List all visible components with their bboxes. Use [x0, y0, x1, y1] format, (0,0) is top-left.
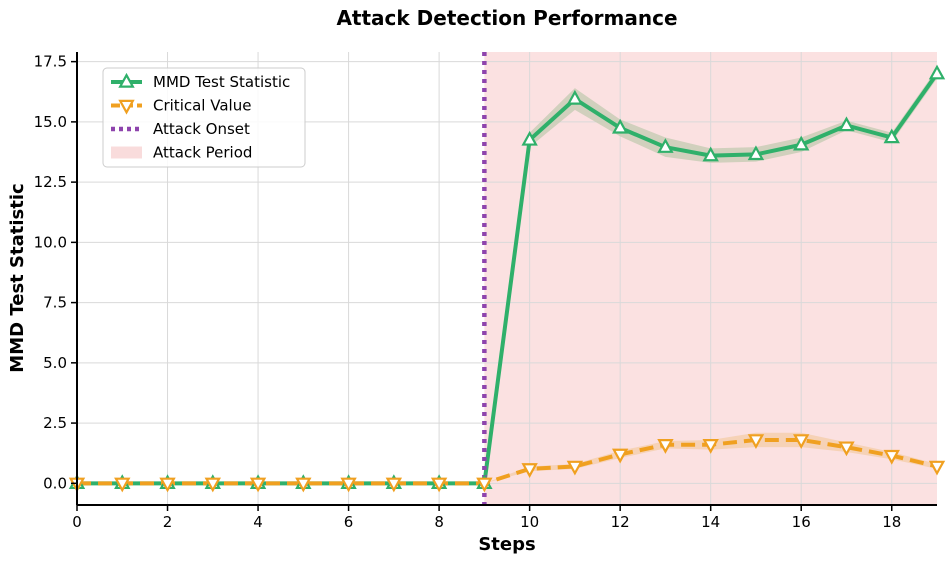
data-point	[385, 477, 403, 493]
legend: MMD Test Statistic Critical Value Attack O…	[102, 67, 306, 168]
data-point	[159, 477, 176, 493]
x-tick-label: 8	[434, 513, 444, 531]
data-point	[521, 463, 538, 478]
data-point	[883, 128, 900, 144]
x-tick-label: 2	[163, 513, 173, 531]
y-tick-label: 5.0	[43, 354, 67, 372]
data-point	[747, 434, 765, 450]
data-point	[793, 434, 810, 450]
y-tick-label: 12.5	[34, 173, 67, 191]
x-tick-label: 6	[344, 513, 354, 531]
x-axis-title: Steps	[478, 534, 535, 555]
data-point	[657, 439, 674, 454]
data-point	[521, 130, 538, 146]
x-tick-label: 18	[882, 513, 901, 531]
y-tick-label: 17.5	[34, 53, 67, 71]
y-axis-title: MMD Test Statistic	[7, 183, 28, 372]
data-point	[611, 448, 629, 464]
series-markers	[68, 64, 946, 493]
x-tick-label: 14	[701, 513, 720, 531]
legend-box	[102, 67, 306, 168]
data-point	[928, 64, 946, 80]
data-point	[883, 449, 900, 465]
series-line	[77, 72, 939, 486]
axes	[76, 52, 937, 506]
data-point	[295, 477, 312, 493]
data-point	[657, 138, 674, 153]
legend-marker	[118, 72, 135, 88]
data-point	[702, 146, 719, 162]
x-tick-label: 16	[792, 513, 811, 531]
legend-patch	[111, 146, 142, 159]
data-point	[838, 116, 855, 132]
data-point	[204, 477, 221, 493]
y-tick-label: 10.0	[34, 233, 67, 251]
y-tick-label: 0.0	[43, 474, 67, 492]
x-tick-label: 12	[611, 513, 630, 531]
legend-label: Attack Onset	[153, 120, 250, 138]
legend-label: MMD Test Statistic	[153, 73, 290, 91]
data-point	[747, 145, 765, 161]
x-tick-label: 0	[72, 513, 82, 531]
legend-label: Critical Value	[153, 97, 251, 115]
data-point	[838, 441, 855, 457]
confidence-bands	[77, 68, 937, 484]
y-tick-label: 15.0	[34, 113, 67, 131]
y-tick-label: 7.5	[43, 294, 67, 312]
data-point	[793, 135, 810, 151]
data-point	[611, 118, 629, 134]
chart-title: Attack Detection Performance	[336, 6, 677, 30]
series-band	[77, 432, 937, 484]
data-point	[566, 89, 584, 105]
x-ticks: 0 2 4 6 8 10 12 14 16 18	[72, 505, 901, 531]
data-point	[476, 477, 493, 493]
data-point	[928, 460, 946, 476]
data-point	[340, 477, 357, 493]
legend-marker	[118, 99, 135, 115]
series-lines	[77, 52, 939, 505]
y-ticks: 0.0 2.5 5.0 7.5 10.0 12.5 15.0 17.5	[34, 53, 77, 492]
x-tick-label: 10	[520, 513, 539, 531]
legend-label: Attack Period	[153, 144, 252, 162]
data-point	[249, 477, 267, 493]
data-point	[430, 477, 448, 493]
data-point	[114, 477, 131, 493]
data-point	[566, 460, 584, 476]
data-point	[702, 439, 719, 454]
y-tick-label: 2.5	[43, 414, 67, 432]
x-tick-label: 4	[253, 513, 263, 531]
series-line	[77, 437, 938, 486]
